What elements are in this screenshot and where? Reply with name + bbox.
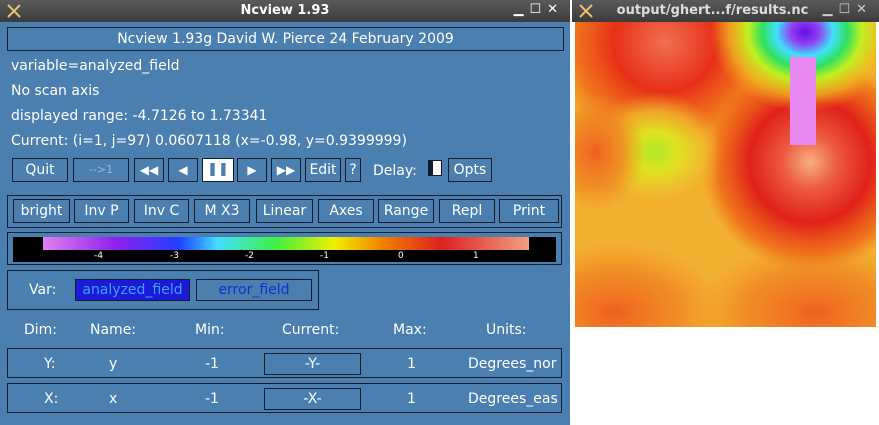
minimize-icon[interactable]: ▁ [513,2,530,17]
dim-label: X: [44,391,59,407]
maximize-icon[interactable]: ☐ [838,2,857,17]
dim-min: -1 [205,356,219,372]
colorbar-tick: -2 [245,251,254,261]
range-button[interactable]: Range [378,199,434,223]
delay-slider[interactable] [428,160,442,176]
main-window-title: Ncview 1.93 [240,3,330,18]
linear-button[interactable]: Linear [256,199,313,223]
invert-palette-button[interactable]: Inv P [74,199,129,223]
close-icon[interactable]: ✕ [547,2,564,17]
plot-blob [575,242,725,327]
step-forward-button[interactable]: ▶ [237,158,267,182]
dim-current-x-button[interactable]: -X- [264,388,361,410]
fast-forward-button[interactable]: ▶▶ [271,158,301,182]
delay-slider-thumb[interactable] [429,161,433,175]
playback-toolbar: Quit -->1 ◀◀ ◀ ❚❚ ▶ ▶▶ Edit ? Delay: Opt… [7,155,493,188]
colorbar-panel: -4 -3 -2 -1 0 1 [7,232,562,265]
dim-header-name: Name: [90,322,137,338]
bright-button[interactable]: bright [13,199,70,223]
colorbar-tick: 0 [398,251,404,261]
options-toolbar: bright Inv P Inv C M X3 Linear Axes Rang… [7,195,562,228]
ncview-main-window: Ncview 1.93 ▁☐✕ Ncview 1.93g David W. Pi… [0,0,570,425]
dim-label: Y: [44,356,56,372]
dim-row-y: Y: y -1 -Y- 1 Degrees_nor [7,348,562,378]
dim-name: x [109,391,118,407]
current-value-label: Current: (i=1, j=97) 0.0607118 (x=-0.98,… [11,133,407,149]
opts-button[interactable]: Opts [448,158,492,182]
arrow-button[interactable]: -->1 [73,158,129,182]
colorbar-tick: -4 [94,251,103,261]
dim-max: 1 [407,356,416,372]
dim-min: -1 [205,391,219,407]
step-back-button[interactable]: ◀ [168,158,198,182]
dim-row-x: X: x -1 -X- 1 Degrees_eas [7,383,562,413]
variable-label: variable=analyzed_field [11,58,180,74]
var-label: Var: [29,282,57,298]
dim-max: 1 [407,391,416,407]
dim-header-max: Max: [393,322,427,338]
colorbar-gradient [43,237,529,250]
plot-window: output/ghert...f/results.nc ▁☐✕ [572,0,879,330]
dim-units: Degrees_eas [468,391,558,407]
dim-units: Degrees_nor [468,356,557,372]
dim-header-units: Units: [486,322,527,338]
var-option-analyzed-field[interactable]: analyzed_field [75,279,190,301]
window-menu-icon[interactable] [6,3,22,19]
print-button[interactable]: Print [499,199,559,223]
invert-color-button[interactable]: Inv C [134,199,189,223]
axes-button[interactable]: Axes [318,199,374,223]
window-menu-icon[interactable] [578,3,594,19]
field-plot-image[interactable] [575,22,876,327]
plot-blob [575,92,645,212]
range-label: displayed range: -4.7126 to 1.73341 [11,108,268,124]
var-option-error-field[interactable]: error_field [196,279,312,301]
plot-magenta-bar [790,57,816,145]
scan-axis-label: No scan axis [11,83,100,99]
pause-button[interactable]: ❚❚ [202,158,234,182]
edit-button[interactable]: Edit [305,158,341,182]
plot-titlebar[interactable]: output/ghert...f/results.nc ▁☐✕ [572,0,879,22]
quit-button[interactable]: Quit [12,158,68,182]
help-button[interactable]: ? [345,158,361,182]
dim-current-y-button[interactable]: -Y- [264,353,361,375]
colorbar-tick: -3 [170,251,179,261]
plot-window-title: output/ghert...f/results.nc [616,3,809,18]
minimize-icon[interactable]: ▁ [822,2,839,17]
dim-header-current: Current: [282,322,340,338]
delay-label: Delay: [373,163,417,179]
rewind-button[interactable]: ◀◀ [134,158,164,182]
colorbar-tick: 1 [473,251,479,261]
main-titlebar[interactable]: Ncview 1.93 ▁☐✕ [0,0,570,22]
field-plot-svg [575,22,876,327]
dim-name: y [109,356,118,372]
version-banner: Ncview 1.93g David W. Pierce 24 February… [7,27,564,51]
close-icon[interactable]: ✕ [856,2,873,17]
maximize-icon[interactable]: ☐ [529,2,548,17]
magnify-button[interactable]: M X3 [194,199,250,223]
colorbar[interactable]: -4 -3 -2 -1 0 1 [13,237,556,262]
colorbar-tick: -1 [320,251,329,261]
dim-header-min: Min: [195,322,225,338]
variable-selector: Var: analyzed_field error_field [7,270,319,310]
dim-header-dim: Dim: [24,322,58,338]
repl-button[interactable]: Repl [439,199,495,223]
